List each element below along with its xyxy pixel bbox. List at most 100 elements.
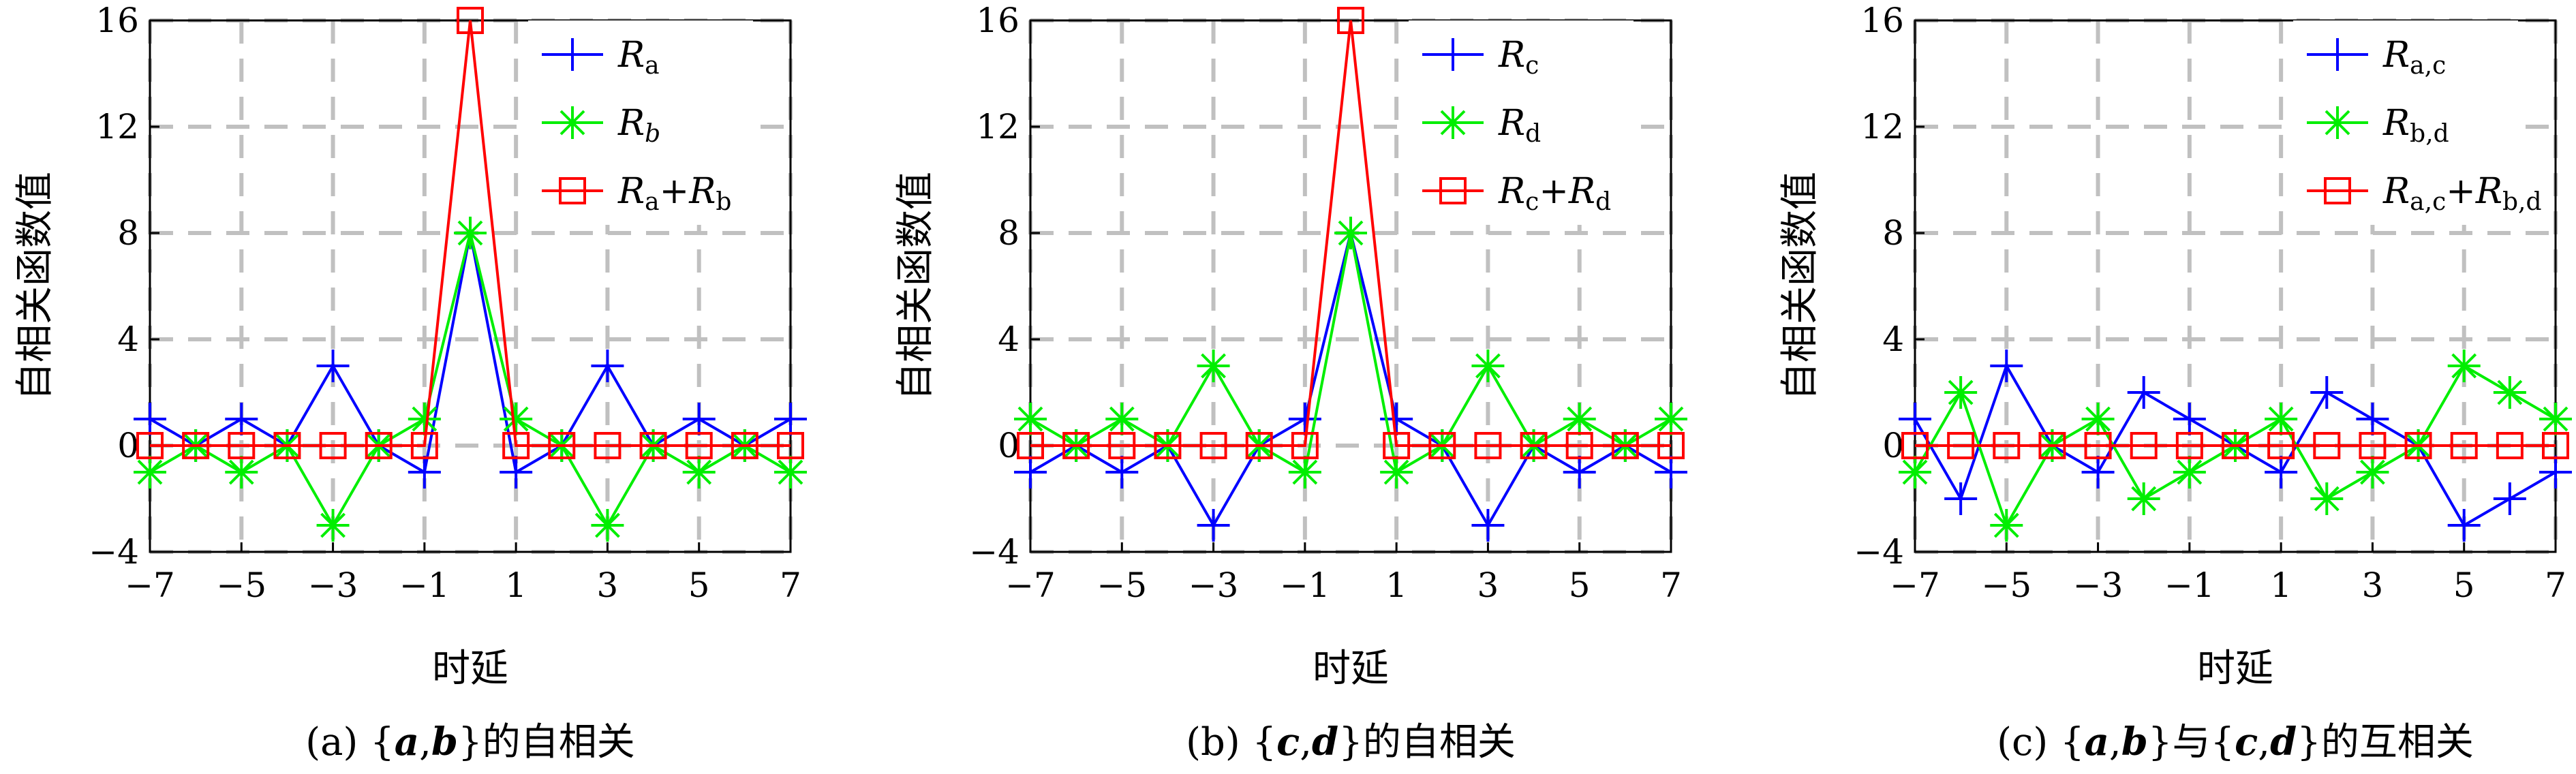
series-2 — [1014, 217, 1687, 489]
y-tick-label: 16 — [95, 1, 139, 40]
data-point-asterisk — [1655, 403, 1687, 435]
x-tick-label: 7 — [780, 566, 801, 605]
data-point-asterisk — [2265, 403, 2298, 435]
x-tick-label: −1 — [399, 566, 450, 605]
data-point-asterisk — [1014, 403, 1047, 435]
x-tick-label: 3 — [2362, 566, 2384, 605]
data-point-asterisk — [500, 403, 533, 435]
y-tick-label: −4 — [89, 532, 139, 572]
x-tick-label: 5 — [688, 566, 710, 605]
data-point-plus — [2265, 456, 2298, 489]
x-tick-label: 7 — [1660, 566, 1682, 605]
chart-panel-2: −7 −5 −3 −1 1 3 5 7 −4 0 4 8 12 16 时延 自相关函数值 (b) {c,d}的自… — [893, 1, 1687, 764]
y-axis-title: 自相关函数值 — [13, 172, 57, 401]
legend-entry: Rc+Rd — [1422, 171, 1611, 216]
x-tick-label: −7 — [1005, 566, 1056, 605]
y-tick-label: 12 — [1860, 107, 1904, 146]
data-point-square — [1428, 432, 1456, 459]
data-point-asterisk — [2539, 403, 2572, 435]
legend-label: Rc — [1498, 35, 1539, 80]
x-tick-label: 3 — [1477, 566, 1499, 605]
x-tick-label: 3 — [597, 566, 619, 605]
data-point-plus — [2127, 376, 2160, 409]
data-point-asterisk — [1288, 456, 1321, 489]
legend-entry: Ra,c — [2307, 35, 2446, 80]
data-point-asterisk — [134, 456, 166, 489]
data-point-plus — [1990, 350, 2023, 382]
series-line — [1030, 20, 1671, 447]
data-point-plus — [1437, 38, 1469, 71]
x-tick-label: −1 — [2164, 566, 2215, 605]
data-point-asterisk — [1990, 509, 2023, 542]
y-tick-label: 4 — [117, 320, 139, 359]
series-line — [149, 232, 792, 529]
data-point-square — [2038, 432, 2066, 459]
y-tick-label: 8 — [998, 213, 1019, 253]
data-point-plus — [1655, 456, 1687, 489]
data-point-square — [1947, 432, 1975, 459]
y-tick-label: −4 — [969, 532, 1019, 572]
data-point-square — [1565, 432, 1593, 459]
data-point-asterisk — [225, 456, 258, 489]
data-point-square — [1520, 432, 1548, 459]
y-tick-label: 0 — [998, 426, 1019, 465]
data-point-square — [548, 432, 576, 459]
legend: Ra Rb Ra+Rb — [528, 20, 753, 225]
series-1 — [1014, 217, 1687, 542]
data-point-square — [2267, 432, 2295, 459]
data-point-plus — [591, 350, 624, 382]
x-tick-label: −5 — [216, 566, 266, 605]
data-point-square — [273, 432, 301, 459]
data-point-square — [2313, 432, 2341, 459]
legend-label: Ra,c — [2382, 35, 2446, 80]
data-point-plus — [2539, 456, 2572, 489]
data-point-square — [2084, 432, 2112, 459]
data-point-square — [1439, 177, 1467, 204]
legend: Ra,c Rb,d Ra,c+Rb,d — [2293, 20, 2542, 225]
data-point-square — [2130, 432, 2158, 459]
data-point-plus — [2173, 403, 2206, 435]
y-axis-title: 自相关函数值 — [1778, 172, 1822, 401]
data-point-square — [502, 432, 530, 459]
x-tick-label: −5 — [1097, 566, 1147, 605]
x-tick-label: 1 — [505, 566, 527, 605]
x-tick-label: 7 — [2545, 566, 2566, 605]
data-point-plus — [1105, 456, 1139, 489]
y-tick-label: 4 — [998, 320, 1019, 359]
data-point-asterisk — [2310, 482, 2344, 515]
series-1 — [134, 217, 807, 489]
data-point-asterisk — [2081, 403, 2115, 435]
plot-frame — [1914, 19, 2557, 553]
legend: Rc Rd Rc+Rd — [1409, 20, 1634, 225]
data-point-plus — [1014, 456, 1047, 489]
data-point-asterisk — [1944, 376, 1978, 409]
data-point-plus — [1563, 456, 1596, 489]
y-tick-label: 12 — [976, 107, 1019, 146]
data-point-square — [1657, 432, 1685, 459]
data-point-plus — [500, 456, 533, 489]
x-tick-label: 1 — [1385, 566, 1407, 605]
data-point-square — [2222, 432, 2249, 459]
data-point-plus — [2321, 38, 2354, 71]
x-tick-label: −3 — [1189, 566, 1239, 605]
chart-panel-3: −7 −5 −3 −1 1 3 5 7 −4 0 4 8 12 16 时延 自相关函数值 (c) {a,b}与{… — [1778, 1, 2572, 764]
series-3 — [136, 7, 804, 459]
y-tick-label: 16 — [976, 1, 1019, 40]
data-point-square — [228, 432, 256, 459]
data-point-asterisk — [316, 509, 350, 542]
data-point-plus — [1471, 509, 1505, 542]
data-point-asterisk — [556, 106, 589, 139]
data-point-square — [639, 432, 667, 459]
data-point-square — [410, 432, 438, 459]
data-point-asterisk — [1437, 106, 1469, 139]
data-point-plus — [1197, 509, 1230, 542]
data-point-plus — [134, 403, 166, 435]
legend-entry: Ra+Rb — [542, 171, 731, 216]
data-point-square — [2359, 432, 2387, 459]
y-tick-label: 0 — [1882, 426, 1904, 465]
data-point-asterisk — [1563, 403, 1596, 435]
data-point-square — [1108, 432, 1136, 459]
data-point-asterisk — [2356, 456, 2389, 489]
data-point-square — [685, 432, 713, 459]
data-point-square — [2542, 432, 2569, 459]
